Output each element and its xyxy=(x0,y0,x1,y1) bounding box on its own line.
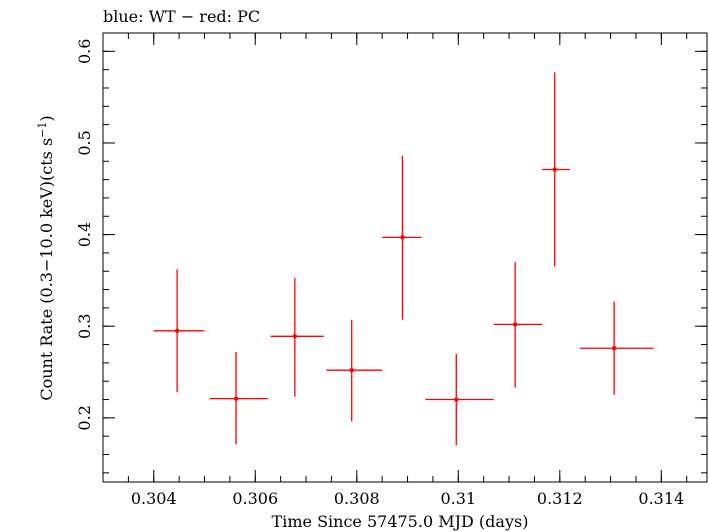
data-marker xyxy=(454,397,459,402)
axis-ticks xyxy=(102,32,707,482)
data-point xyxy=(580,301,654,395)
x-tick-label: 0.306 xyxy=(232,489,278,508)
y-tick-label: 0.6 xyxy=(75,39,94,64)
data-point xyxy=(270,277,324,397)
data-marker xyxy=(611,346,617,351)
data-point xyxy=(542,72,570,267)
y-axis-label-superscript: −1 xyxy=(36,122,49,138)
data-marker xyxy=(174,328,180,334)
y-tick-label: 0.3 xyxy=(75,313,94,338)
plot-frame xyxy=(102,32,708,483)
data-point xyxy=(493,262,543,388)
x-tick-labels: 0.304 0.306 0.308 0.31 0.312 0.314 xyxy=(131,489,684,508)
data-marker xyxy=(349,368,354,373)
data-series-pc xyxy=(153,72,654,446)
data-marker xyxy=(233,396,239,401)
data-point xyxy=(209,351,268,445)
y-tick-label: 0.4 xyxy=(75,222,94,247)
y-axis-label: Count Rate (0.3−10.0 keV)(cts s−1) xyxy=(36,115,56,400)
data-marker xyxy=(552,167,557,172)
data-marker xyxy=(292,334,298,339)
data-point xyxy=(153,269,205,393)
chart-title: blue: WT − red: PC xyxy=(103,7,260,26)
x-axis-label: Time Since 57475.0 MJD (days) xyxy=(272,512,529,531)
data-point xyxy=(425,353,494,446)
data-marker xyxy=(512,322,518,327)
x-tick-label: 0.304 xyxy=(131,489,177,508)
data-marker xyxy=(400,235,405,240)
x-tick-label: 0.308 xyxy=(334,489,380,508)
x-tick-label: 0.314 xyxy=(638,489,684,508)
y-tick-label: 0.2 xyxy=(75,405,94,430)
x-tick-label: 0.312 xyxy=(537,489,583,508)
y-tick-labels: 0.2 0.3 0.4 0.5 0.6 xyxy=(75,39,94,431)
y-axis-label-close: ) xyxy=(37,115,56,121)
y-tick-label: 0.5 xyxy=(75,130,94,155)
data-point xyxy=(382,155,422,320)
data-point xyxy=(326,319,383,422)
x-tick-label: 0.31 xyxy=(440,489,476,508)
y-axis-label-main: Count Rate (0.3−10.0 keV)(cts s xyxy=(37,138,56,401)
